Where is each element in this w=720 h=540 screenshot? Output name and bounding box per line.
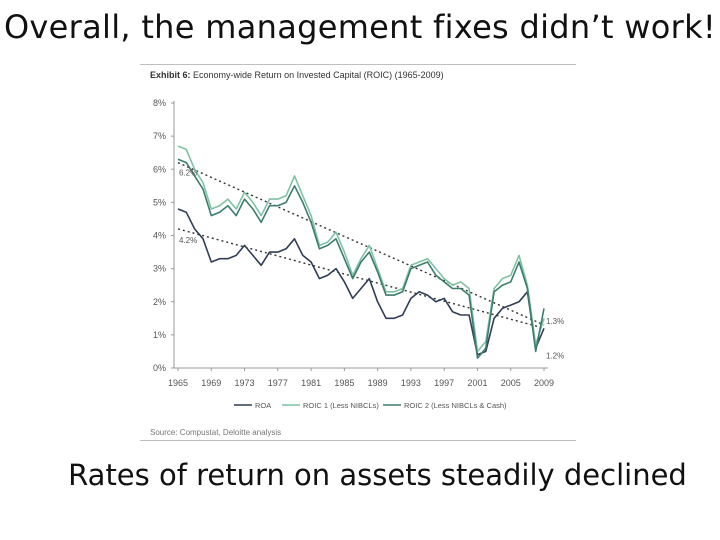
x-tick-label: 1977 — [268, 378, 288, 388]
legend-label: ROA — [255, 401, 271, 410]
x-tick-label: 2005 — [501, 378, 521, 388]
chart-legend: ROA ROIC 1 (Less NIBCLs) ROIC 2 (Less NIBC… — [234, 401, 507, 410]
y-tick-label: 1% — [153, 330, 166, 340]
x-tick-label: 1997 — [434, 378, 454, 388]
legend-label: ROIC 2 (Less NIBCLs & Cash) — [404, 401, 507, 410]
exhibit-title-text: Economy-wide Return on Invested Capital … — [193, 70, 444, 80]
trend-start-label: 6.2% — [179, 169, 197, 178]
y-tick-label: 2% — [153, 297, 166, 307]
x-tick-label: 2009 — [534, 378, 554, 388]
exhibit-rule-top — [140, 64, 576, 65]
x-tick-label: 1973 — [235, 378, 255, 388]
exhibit-label: Exhibit 6: — [150, 70, 191, 80]
y-tick-label: 7% — [153, 131, 166, 141]
y-tick-label: 3% — [153, 264, 166, 274]
legend-label: ROIC 1 (Less NIBCLs) — [303, 401, 379, 410]
series-lines — [177, 145, 545, 359]
x-tick-label: 1981 — [301, 378, 321, 388]
y-tick-label: 5% — [153, 197, 166, 207]
trend-annotations: 6.2% 1.3% 4.2% 1.2% — [179, 169, 564, 361]
chart-axes: 0% 1% 2% 3% 4% 5% 6% 7% 8% 1965 1969 1973 1977 1981 19… — [153, 98, 554, 388]
x-tick-label: 2001 — [467, 378, 487, 388]
trend-end-label: 1.2% — [546, 351, 564, 360]
y-tick-label: 6% — [153, 164, 166, 174]
series-line-2 — [177, 158, 545, 359]
x-tick-label: 1985 — [334, 378, 354, 388]
slide-caption: Rates of return on assets steadily decli… — [68, 458, 687, 492]
exhibit-rule-bottom — [140, 440, 576, 441]
x-tick-label: 1989 — [368, 378, 388, 388]
series-line-0 — [177, 208, 545, 356]
x-tick-label: 1965 — [168, 378, 188, 388]
y-tick-label: 0% — [153, 363, 166, 373]
source-note: Source: Compustat, Deloitte analysis — [150, 428, 282, 437]
slide-title: Overall, the management fixes didn’t wor… — [3, 8, 717, 46]
x-tick-label: 1969 — [201, 378, 221, 388]
trendline — [177, 161, 545, 326]
trendline — [177, 228, 545, 329]
exhibit-title: Exhibit 6: Economy-wide Return on Invest… — [150, 70, 444, 80]
trend-end-label: 1.3% — [546, 317, 564, 326]
series-line-1 — [177, 145, 545, 353]
trendlines — [177, 161, 545, 329]
x-tick-label: 1993 — [401, 378, 421, 388]
y-tick-label: 8% — [153, 98, 166, 108]
y-tick-label: 4% — [153, 231, 166, 241]
trend-start-label: 4.2% — [179, 236, 197, 245]
